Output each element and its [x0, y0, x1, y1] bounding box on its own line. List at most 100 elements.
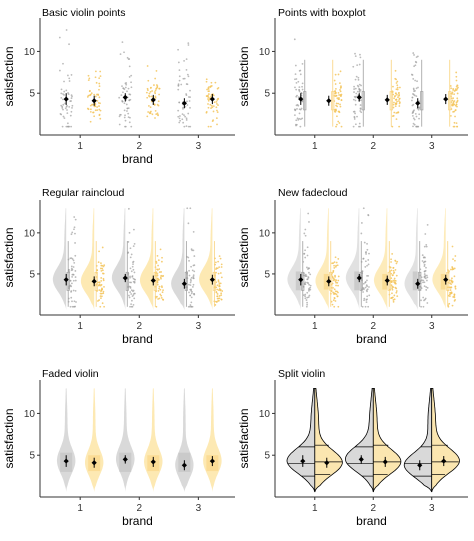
orange-data-point	[334, 300, 337, 302]
grey-data-point	[73, 216, 76, 218]
orange-data-point	[161, 291, 164, 294]
grey-data-point	[127, 251, 130, 254]
orange-data-point	[396, 86, 399, 89]
grey-data-point	[354, 78, 357, 81]
grey-data-point	[177, 48, 179, 51]
grey-data-point	[72, 279, 75, 282]
orange-mean-point	[209, 277, 215, 283]
grey-data-point	[305, 299, 308, 301]
grey-data-point	[361, 270, 364, 273]
grey-data-point	[192, 275, 195, 278]
grey-data-point	[60, 104, 63, 107]
orange-mean-point	[384, 277, 390, 284]
grey-data-point	[74, 276, 77, 278]
orange-data-point	[391, 288, 394, 291]
orange-mean-point	[326, 278, 332, 284]
grey-data-point	[358, 63, 361, 66]
orange-data-point	[206, 88, 208, 91]
grey-data-point	[366, 248, 369, 251]
orange-data-point	[333, 288, 336, 291]
orange-data-point	[394, 69, 397, 72]
grey-data-point	[307, 282, 310, 285]
grey-data-point	[127, 116, 130, 119]
orange-data-point	[335, 102, 338, 105]
orange-data-point	[89, 120, 92, 123]
orange-data-point	[103, 264, 106, 267]
grey-data-point	[420, 305, 423, 308]
grey-data-point	[353, 91, 355, 93]
orange-data-point	[98, 105, 100, 107]
orange-data-point	[334, 256, 337, 259]
orange-data-point	[216, 284, 219, 287]
grey-mean-point	[356, 275, 362, 281]
orange-data-point	[147, 111, 150, 113]
grey-data-point	[178, 101, 181, 104]
grey-data-point	[128, 296, 131, 299]
grey-data-point	[365, 299, 368, 301]
orange-data-point	[154, 117, 156, 119]
grey-data-point	[74, 218, 77, 221]
orange-data-point	[398, 91, 400, 94]
panel-title: Basic violin points	[42, 7, 125, 19]
orange-mean-point	[91, 278, 97, 284]
grey-data-point	[364, 251, 367, 254]
orange-data-point	[98, 114, 101, 117]
orange-mean-point	[91, 460, 97, 466]
orange-data-point	[96, 109, 99, 112]
grey-data-point	[70, 291, 72, 293]
orange-data-point	[397, 111, 400, 114]
orange-data-point	[157, 100, 160, 103]
grey-mean-point	[181, 100, 187, 106]
orange-data-point	[451, 304, 454, 307]
orange-data-point	[96, 99, 99, 102]
orange-data-point	[217, 272, 220, 275]
grey-data-point	[190, 296, 193, 299]
orange-data-point	[102, 292, 105, 295]
grey-data-point	[62, 103, 65, 106]
grey-mean-point	[122, 275, 128, 281]
x-tick-label: 3	[429, 321, 435, 332]
grey-data-point	[424, 277, 427, 280]
grey-data-point	[309, 286, 312, 289]
orange-data-point	[450, 279, 453, 282]
orange-data-point	[158, 93, 160, 96]
orange-data-point	[97, 261, 100, 264]
grey-data-point	[128, 65, 131, 68]
x-tick-label: 1	[312, 321, 318, 332]
grey-data-point	[187, 42, 190, 44]
grey-data-point	[131, 299, 133, 302]
panel-4: New fadecloud satisfaction brand 5 10 1 2 3	[237, 187, 468, 346]
panel-title: Faded violin	[42, 368, 99, 380]
grey-data-point	[368, 286, 370, 288]
grey-data-point	[71, 273, 74, 276]
x-tick-label: 1	[312, 503, 318, 514]
x-axis-label: brand	[356, 514, 387, 528]
grey-data-point	[129, 93, 132, 96]
grey-data-point	[355, 75, 358, 78]
orange-data-point	[454, 287, 457, 290]
orange-data-point	[149, 106, 152, 109]
grey-data-point	[130, 270, 133, 273]
orange-data-point	[98, 82, 101, 85]
x-axis-label: brand	[122, 514, 153, 528]
grey-inner-band	[354, 271, 360, 291]
grey-data-point	[415, 125, 418, 128]
orange-data-point	[456, 99, 459, 102]
orange-data-point	[216, 297, 219, 300]
orange-data-point	[218, 255, 221, 258]
orange-data-point	[334, 280, 337, 283]
x-axis-label: brand	[122, 152, 153, 166]
grey-mean-point	[181, 281, 187, 287]
orange-data-point	[455, 89, 458, 92]
grey-data-point	[186, 73, 189, 76]
orange-data-point	[218, 295, 221, 297]
orange-data-point	[395, 112, 398, 114]
grey-data-point	[124, 114, 126, 117]
grey-data-point	[301, 117, 304, 120]
y-axis-label: satisfaction	[237, 408, 251, 468]
grey-data-point	[359, 104, 362, 106]
orange-data-point	[333, 79, 336, 82]
grey-data-point	[187, 222, 190, 225]
grey-data-point	[130, 81, 132, 84]
panel-3: Regular raincloud satisfaction brand 5 10 1 2 3	[2, 187, 235, 346]
